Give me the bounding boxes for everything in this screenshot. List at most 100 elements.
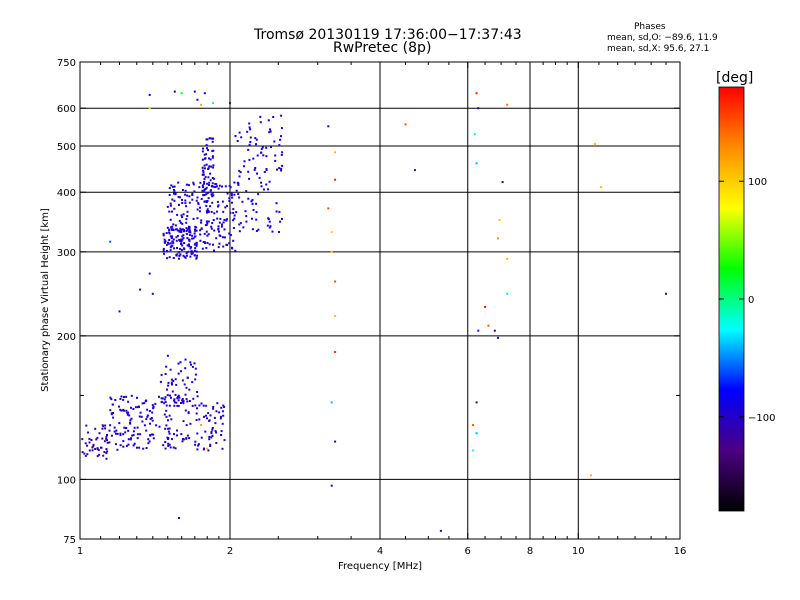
data-point: [203, 232, 206, 235]
data-point: [203, 157, 206, 160]
data-point: [218, 230, 220, 233]
data-point: [179, 253, 182, 256]
data-point: [186, 215, 189, 217]
data-point: [174, 224, 177, 227]
data-point: [106, 450, 109, 453]
x-tick-label: 10: [572, 546, 585, 557]
data-point: [208, 435, 211, 438]
data-point: [208, 181, 211, 184]
data-point: [125, 395, 128, 398]
x-tick-label: 8: [527, 546, 533, 557]
data-point: [203, 415, 205, 418]
data-point: [203, 447, 205, 450]
data-point: [132, 408, 135, 410]
data-point: [91, 449, 94, 452]
data-point: [198, 186, 201, 189]
data-point: [198, 418, 201, 421]
data-point: [177, 195, 180, 198]
data-point: [202, 404, 205, 407]
data-point: [259, 115, 262, 118]
y-tick-label: 300: [57, 248, 76, 259]
data-point: [160, 397, 163, 400]
data-point: [143, 424, 146, 427]
data-point: [229, 234, 232, 236]
data-point: [172, 238, 175, 241]
y-tick-label: 500: [57, 142, 76, 153]
data-point: [207, 197, 210, 200]
data-point: [184, 393, 187, 396]
data-point: [201, 173, 204, 176]
data-point: [173, 90, 176, 93]
data-point: [174, 393, 177, 396]
data-point: [188, 238, 190, 241]
data-point: [246, 130, 249, 133]
data-point: [209, 189, 212, 192]
data-point: [197, 201, 200, 204]
data-point: [183, 230, 185, 233]
data-point: [106, 441, 109, 444]
data-point: [212, 407, 215, 410]
data-point: [172, 229, 175, 231]
data-point: [327, 207, 330, 210]
data-point: [281, 164, 284, 167]
data-point: [251, 198, 254, 201]
data-point: [266, 224, 269, 227]
data-point: [334, 351, 337, 353]
data-point: [257, 193, 260, 196]
data-point: [197, 444, 200, 447]
data-point: [199, 229, 202, 232]
data-point: [184, 409, 187, 412]
data-point: [203, 164, 206, 167]
data-point: [168, 231, 171, 234]
data-point: [122, 408, 125, 411]
data-point: [222, 414, 225, 417]
data-point: [218, 184, 221, 187]
data-point: [179, 240, 182, 242]
data-point: [493, 329, 496, 332]
data-point: [192, 237, 195, 240]
data-point: [169, 368, 172, 371]
data-point: [182, 402, 185, 405]
data-point: [171, 210, 173, 213]
phase-stats-o-mode: mean, sd,O: −89.6, 11.9: [607, 33, 718, 43]
data-point: [243, 165, 246, 168]
data-point: [238, 169, 241, 172]
x-tick-label: 16: [674, 546, 687, 557]
data-point: [125, 409, 128, 412]
data-point: [238, 131, 241, 134]
data-point: [180, 214, 183, 217]
data-point: [112, 416, 115, 419]
data-point: [281, 151, 284, 154]
data-point: [269, 130, 272, 133]
data-point: [217, 204, 220, 207]
data-point: [179, 230, 182, 233]
data-point: [176, 234, 179, 237]
phase-stats-title: Phases: [634, 22, 666, 32]
data-point: [211, 427, 214, 429]
data-point: [110, 412, 113, 415]
data-point: [203, 189, 206, 192]
data-point: [173, 398, 176, 401]
data-point: [178, 238, 181, 241]
data-point: [192, 397, 195, 400]
data-point: [151, 404, 154, 407]
data-point: [180, 92, 183, 95]
x-axis-label: Frequency [MHz]: [338, 561, 422, 572]
data-point: [91, 446, 94, 449]
data-point: [84, 442, 87, 445]
data-point: [200, 198, 203, 200]
data-point: [275, 210, 278, 213]
data-point: [174, 447, 177, 450]
data-point: [265, 168, 268, 170]
data-point: [205, 144, 208, 147]
data-point: [123, 396, 125, 398]
data-point: [180, 240, 183, 243]
data-point: [208, 184, 210, 186]
data-point: [105, 448, 108, 450]
data-point: [221, 200, 224, 203]
data-point: [228, 232, 231, 235]
data-point: [168, 239, 171, 241]
data-point: [168, 404, 171, 407]
x-tick-label: 2: [227, 546, 233, 557]
data-point: [251, 228, 254, 231]
